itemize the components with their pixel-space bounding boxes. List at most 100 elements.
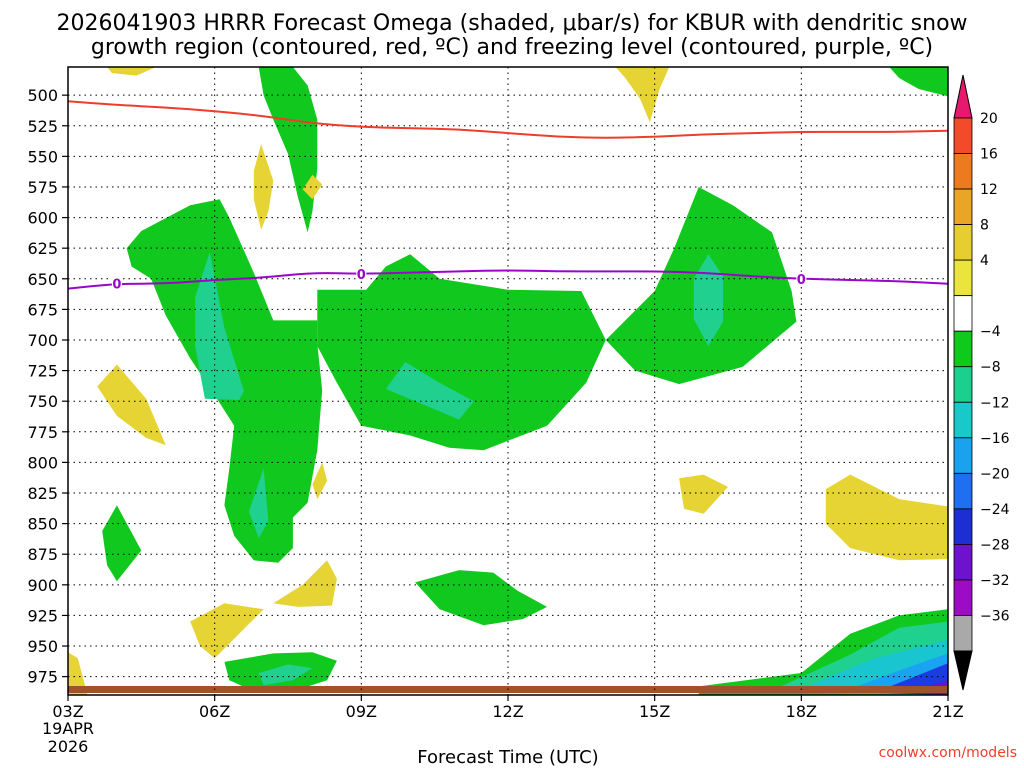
colorbar-box	[953, 188, 973, 225]
colorbar-label: 16	[980, 147, 998, 163]
x-tick-label: 09Z	[346, 702, 377, 721]
omega-region-pos4	[679, 474, 728, 514]
x-axis: 03Z 06Z 09Z 12Z 15Z 18Z 21Z	[52, 695, 964, 721]
omega-region-pos4	[312, 462, 328, 500]
omega-shading	[68, 67, 948, 695]
y-tick-label: 550	[27, 147, 58, 166]
grid	[67, 67, 949, 695]
omega-region-pos4	[97, 364, 166, 446]
y-tick-label: 525	[27, 117, 58, 136]
y-tick-label: 975	[27, 668, 58, 687]
y-tick-label: 675	[27, 300, 58, 319]
start-date-year: 2026	[48, 737, 89, 756]
freezing-level-line	[68, 269, 948, 290]
colorbar-box	[953, 153, 973, 190]
omega-region-pos4	[68, 652, 88, 695]
colorbar-top-arrow	[953, 74, 973, 119]
x-tick-label: 12Z	[492, 702, 523, 721]
x-tick-label: 15Z	[639, 702, 670, 721]
colorbar-box	[953, 259, 973, 297]
colorbar-box	[953, 224, 973, 261]
colorbar-label: −16	[980, 431, 1010, 447]
freezing-level-label: 0	[357, 268, 366, 283]
colorbar-label: −4	[980, 324, 1001, 340]
chart-title-line1: 2026041903 HRRR Forecast Omega (shaded, …	[56, 11, 967, 36]
omega-region-pos4	[825, 474, 948, 561]
omega-region-neg8	[385, 362, 474, 420]
x-axis-label: Forecast Time (UTC)	[417, 747, 598, 768]
omega-region-neg4	[102, 505, 142, 582]
freezing-level-label: 0	[112, 278, 121, 293]
omega-region-pos4	[273, 560, 337, 607]
colorbar-box	[953, 437, 973, 474]
y-tick-label: 775	[27, 423, 58, 442]
freezing-label-bg	[356, 266, 367, 281]
y-tick-label: 650	[27, 270, 58, 289]
y-tick-label: 500	[27, 86, 58, 105]
y-tick-label: 925	[27, 606, 58, 625]
colorbar: 20 16 12 8 4 −4 −8 −12 −16 −20 −24 −28 −32 −36	[953, 74, 1010, 691]
freezing-level-label: 0	[797, 273, 806, 288]
colorbar-label: 8	[980, 218, 989, 234]
y-axis: 500 525 550 575 600 625 650 675 700 725 750 775 800 8…	[27, 86, 68, 687]
colorbar-box	[953, 401, 973, 439]
colorbar-box	[953, 295, 973, 332]
omega-region-neg4	[317, 254, 606, 451]
y-tick-label: 575	[27, 178, 58, 197]
colorbar-box	[953, 117, 973, 154]
colorbar-label: −32	[980, 573, 1010, 589]
y-tick-label: 825	[27, 484, 58, 503]
colorbar-label: −20	[980, 466, 1010, 482]
y-tick-label: 875	[27, 545, 58, 564]
omega-region-neg8	[693, 254, 724, 347]
omega-region-neg4	[258, 67, 318, 233]
omega-region-neg8	[248, 468, 269, 539]
colorbar-box	[953, 366, 973, 403]
omega-region-neg8	[195, 251, 244, 400]
y-tick-label: 800	[27, 453, 58, 472]
colorbar-label: −24	[980, 502, 1010, 518]
y-tick-label: 700	[27, 331, 58, 350]
y-tick-label: 725	[27, 362, 58, 381]
colorbar-label: −36	[980, 608, 1010, 624]
colorbar-box	[953, 508, 973, 545]
x-tick-label: 18Z	[786, 702, 817, 721]
colorbar-label: −28	[980, 537, 1010, 553]
y-tick-label: 900	[27, 576, 58, 595]
chart-title-line2: growth region (contoured, red, ºC) and f…	[91, 35, 933, 60]
x-tick-label: 03Z	[52, 702, 83, 721]
y-tick-label: 625	[27, 239, 58, 258]
colorbar-bottom-arrow	[953, 650, 973, 691]
y-tick-label: 850	[27, 515, 58, 534]
colorbar-box	[953, 579, 973, 616]
freezing-level-contour: 0 0 0	[68, 266, 948, 293]
freezing-label-bg	[111, 276, 122, 291]
omega-region-pos4	[107, 67, 156, 76]
x-tick-label: 21Z	[932, 702, 963, 721]
y-tick-label: 950	[27, 637, 58, 656]
omega-region-neg4	[889, 67, 948, 97]
x-tick-label: 06Z	[199, 702, 230, 721]
omega-region-neg4	[415, 570, 548, 626]
colorbar-label: 20	[980, 111, 998, 127]
freezing-label-bg	[796, 271, 807, 286]
colorbar-box	[953, 472, 973, 510]
start-date-day: 19APR	[42, 719, 94, 738]
omega-region-pos4	[190, 603, 264, 659]
y-tick-label: 600	[27, 209, 58, 228]
colorbar-label: −8	[980, 360, 1001, 376]
colorbar-label: 12	[980, 182, 998, 198]
omega-region-pos4	[302, 174, 323, 200]
dgz-contour-line	[68, 100, 948, 139]
dgz-top-contour	[68, 100, 948, 139]
omega-region-pos4	[253, 144, 274, 230]
colorbar-label: 4	[980, 253, 989, 269]
colorbar-label: −12	[980, 395, 1010, 411]
y-tick-label: 750	[27, 392, 58, 411]
credit-text: coolwx.com/models	[879, 745, 1017, 761]
omega-region-pos4	[615, 67, 670, 123]
colorbar-box	[953, 615, 973, 652]
omega-region-neg8	[258, 664, 313, 686]
colorbar-box	[953, 544, 973, 581]
